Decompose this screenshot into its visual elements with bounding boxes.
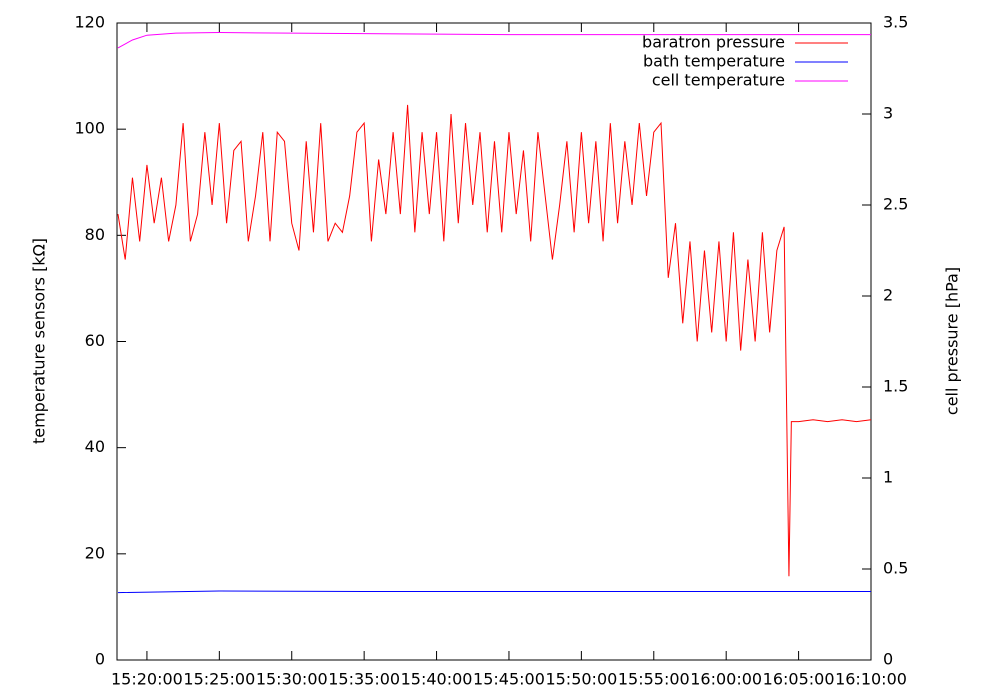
legend-label: bath temperature [643, 52, 785, 71]
x-tick-label: 15:45:00 [473, 670, 545, 689]
series-line [117, 104, 872, 577]
x-tick-label: 16:00:00 [690, 670, 762, 689]
y2-tick-label: 3 [883, 104, 893, 123]
y-tick-label: 0 [95, 650, 105, 669]
y2-tick-label: 3.5 [883, 13, 908, 32]
series-line [117, 590, 871, 594]
x-tick-label: 16:05:00 [763, 670, 835, 689]
x-tick-label: 15:35:00 [328, 670, 400, 689]
y2-tick-label: 2.5 [883, 195, 908, 214]
x-tick-label: 15:25:00 [183, 670, 255, 689]
y2-tick-label: 0 [883, 650, 893, 669]
x-tick-label: 15:50:00 [545, 670, 617, 689]
y-tick-label: 120 [74, 13, 105, 32]
y-tick-label: 100 [74, 119, 105, 138]
y2-tick-label: 0.5 [883, 559, 908, 578]
y2-tick-label: 2 [883, 286, 893, 305]
y-tick-label: 80 [85, 225, 105, 244]
legend-label: baratron pressure [642, 33, 785, 52]
y-tick-label: 60 [85, 331, 105, 350]
y2-axis-label: cell pressure [hPa] [943, 267, 962, 415]
x-tick-label: 16:10:00 [835, 670, 907, 689]
x-tick-label: 15:40:00 [401, 670, 473, 689]
y2-tick-label: 1 [883, 468, 893, 487]
y2-tick-label: 1.5 [883, 377, 908, 396]
x-tick-label: 15:30:00 [256, 670, 328, 689]
x-tick-label: 15:55:00 [618, 670, 690, 689]
y-tick-label: 40 [85, 437, 105, 456]
series-line [117, 32, 871, 49]
y-axis-label: temperature sensors [kΩ] [30, 238, 49, 444]
y-tick-label: 20 [85, 543, 105, 562]
plot-frame [116, 22, 872, 661]
x-tick-label: 15:20:00 [111, 670, 183, 689]
legend-label: cell temperature [652, 71, 785, 90]
